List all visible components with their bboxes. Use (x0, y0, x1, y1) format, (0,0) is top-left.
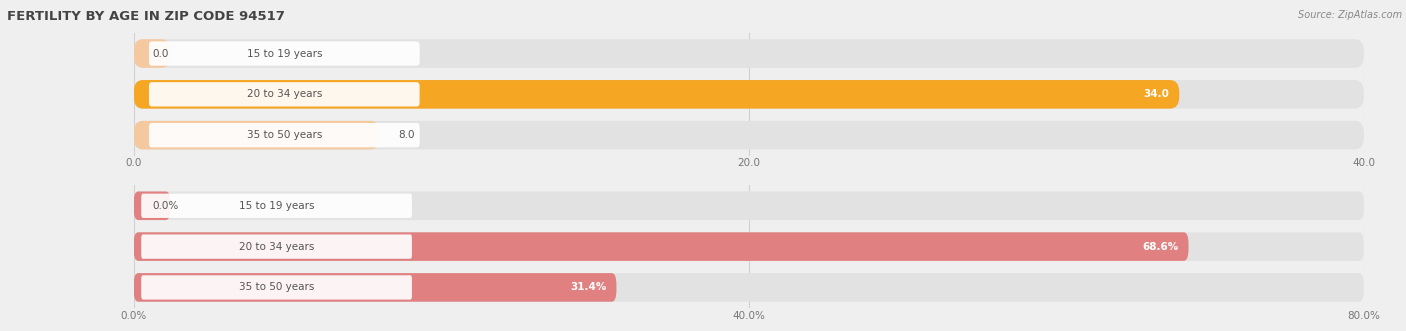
FancyBboxPatch shape (149, 82, 419, 107)
FancyBboxPatch shape (134, 232, 1188, 261)
Text: 31.4%: 31.4% (571, 282, 606, 292)
Text: 34.0: 34.0 (1143, 89, 1170, 99)
Text: FERTILITY BY AGE IN ZIP CODE 94517: FERTILITY BY AGE IN ZIP CODE 94517 (7, 10, 285, 23)
FancyBboxPatch shape (134, 80, 1364, 109)
FancyBboxPatch shape (134, 121, 1364, 150)
FancyBboxPatch shape (149, 123, 419, 147)
Text: Source: ZipAtlas.com: Source: ZipAtlas.com (1298, 10, 1402, 20)
FancyBboxPatch shape (134, 39, 170, 68)
FancyBboxPatch shape (134, 39, 1364, 68)
Text: 35 to 50 years: 35 to 50 years (246, 130, 322, 140)
Text: 20 to 34 years: 20 to 34 years (239, 242, 315, 252)
FancyBboxPatch shape (134, 191, 1364, 220)
Text: 0.0%: 0.0% (152, 201, 179, 211)
Text: 68.6%: 68.6% (1143, 242, 1178, 252)
FancyBboxPatch shape (149, 41, 419, 66)
FancyBboxPatch shape (134, 273, 1364, 302)
Text: 8.0: 8.0 (398, 130, 415, 140)
FancyBboxPatch shape (134, 80, 1180, 109)
Text: 15 to 19 years: 15 to 19 years (246, 49, 322, 59)
FancyBboxPatch shape (141, 194, 412, 218)
FancyBboxPatch shape (134, 191, 170, 220)
Text: 0.0: 0.0 (152, 49, 169, 59)
Text: 20 to 34 years: 20 to 34 years (246, 89, 322, 99)
FancyBboxPatch shape (134, 273, 616, 302)
Text: 35 to 50 years: 35 to 50 years (239, 282, 315, 292)
FancyBboxPatch shape (141, 275, 412, 300)
FancyBboxPatch shape (141, 234, 412, 259)
FancyBboxPatch shape (134, 232, 1364, 261)
Text: 15 to 19 years: 15 to 19 years (239, 201, 315, 211)
FancyBboxPatch shape (134, 121, 380, 150)
